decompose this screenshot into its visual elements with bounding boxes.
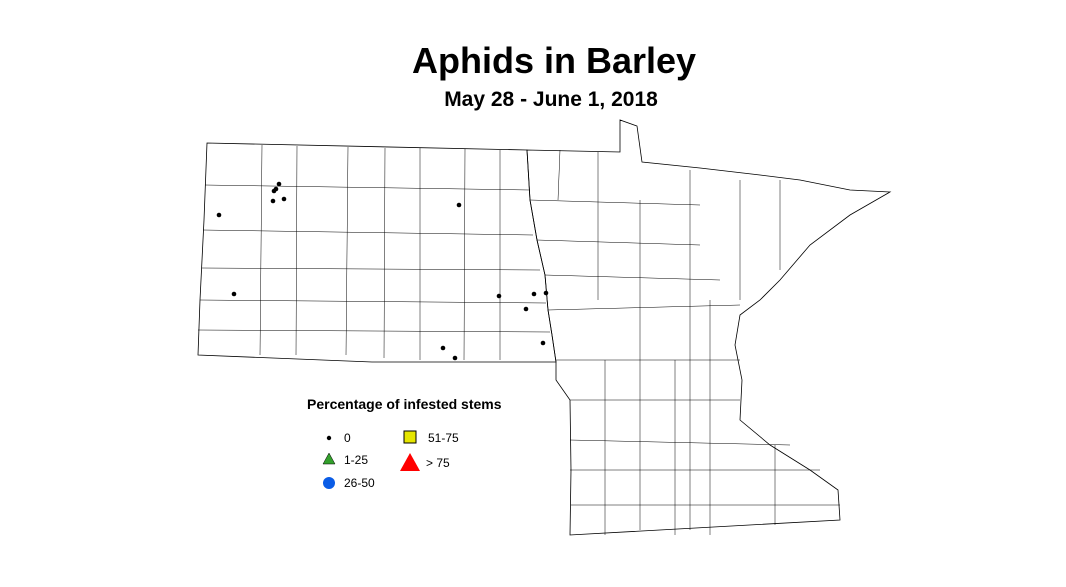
observation-point-0: [440, 345, 446, 351]
legend-label-gt-75: > 75: [426, 456, 450, 470]
observation-points: [216, 181, 549, 361]
county-line: [547, 304, 741, 311]
legend-symbol-1-25: [322, 452, 336, 465]
legend-label-1-25: 1-25: [344, 453, 369, 467]
observation-point-0: [523, 306, 529, 312]
county-line: [529, 199, 701, 206]
county-line: [204, 184, 531, 191]
county-line: [463, 148, 466, 361]
legend-symbol-51-75: [403, 430, 417, 444]
county-line: [199, 299, 547, 304]
county-line: [197, 329, 551, 333]
map-title: Aphids in Barley: [411, 40, 697, 81]
observation-point-0: [270, 198, 276, 204]
legend-symbol-0: [326, 435, 332, 441]
observation-point-0: [281, 196, 287, 202]
county-boundaries: [197, 144, 840, 535]
county-line: [383, 147, 386, 359]
legend-symbol-26-50: [323, 477, 335, 489]
county-line: [345, 146, 349, 356]
legend-label-26-50: 26-50: [344, 476, 375, 490]
observation-point-0: [231, 291, 237, 297]
county-line: [201, 267, 541, 271]
observation-point-0: [531, 291, 537, 297]
observation-point-0: [216, 212, 222, 218]
observation-point-0: [456, 202, 462, 208]
county-line: [569, 439, 791, 446]
observation-point-0: [540, 340, 546, 346]
county-line: [536, 239, 701, 246]
county-line: [202, 229, 534, 236]
legend-label-51-75: 51-75: [428, 431, 459, 445]
observation-point-0: [271, 188, 277, 194]
observation-point-0: [452, 355, 458, 361]
legend-title: Percentage of infested stems: [307, 396, 502, 412]
county-line: [557, 149, 561, 201]
county-line: [544, 274, 721, 281]
observation-point-0: [496, 293, 502, 299]
legend-label-0: 0: [344, 431, 351, 445]
county-line: [259, 144, 263, 356]
map-subtitle: May 28 - June 1, 2018: [444, 88, 658, 111]
observation-point-0: [276, 181, 282, 187]
legend-symbol-gt-75: [400, 453, 420, 471]
county-line: [295, 145, 298, 356]
minnesota-outline: [526, 119, 892, 536]
observation-point-0: [543, 290, 549, 296]
